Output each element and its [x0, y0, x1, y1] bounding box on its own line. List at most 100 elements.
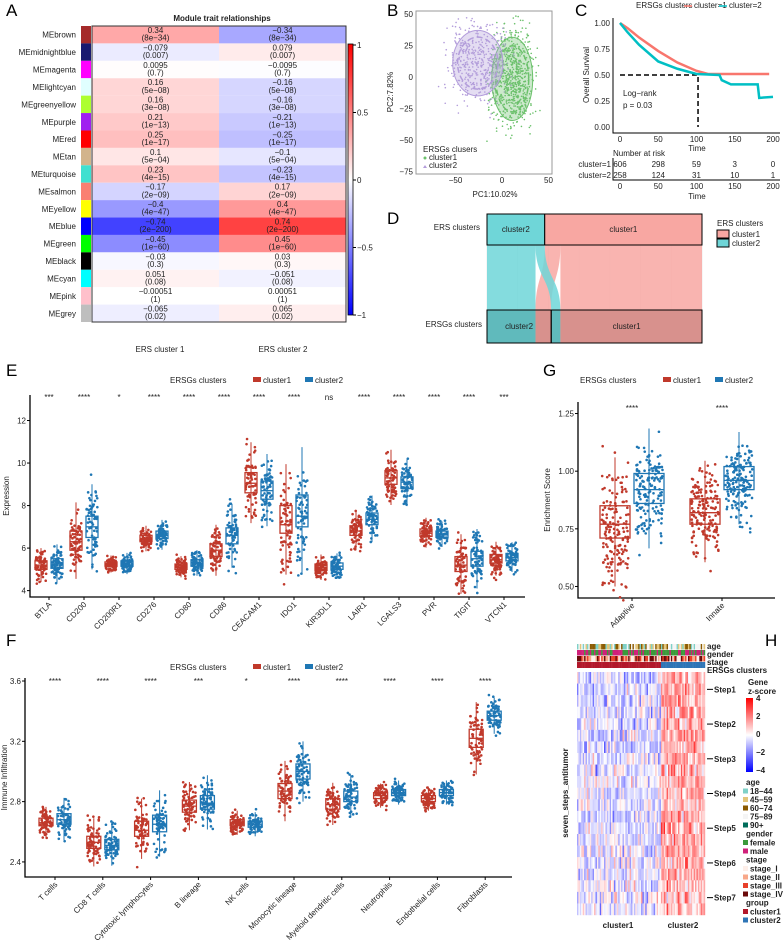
- data-point: [521, 27, 524, 29]
- data-point: [451, 51, 454, 54]
- data-point: [368, 509, 372, 512]
- data-point: [137, 821, 140, 825]
- x-tick-label: CD86: [208, 600, 229, 621]
- data-point: [436, 540, 440, 543]
- box-group-cluster2: [295, 447, 309, 577]
- x-label: ERS cluster 2: [259, 345, 308, 354]
- x-tick-label: 50: [654, 135, 663, 144]
- data-point: [155, 542, 159, 546]
- data-point: [507, 57, 510, 59]
- data-point: [298, 775, 301, 778]
- data-point: [505, 31, 508, 33]
- cell-correlation: −0.0095: [268, 61, 298, 70]
- x-tick-label: CD8 T cells: [72, 880, 107, 915]
- data-point: [517, 113, 520, 116]
- heatmap-title: Module trait relationships: [173, 14, 271, 23]
- data-point: [76, 556, 80, 559]
- data-point: [314, 556, 318, 559]
- risk-x-tick-label: 150: [728, 182, 742, 191]
- cell-correlation: 0.00051: [268, 287, 297, 296]
- risk-row-label: cluster=1: [578, 160, 611, 169]
- significance-label: ***: [44, 393, 53, 402]
- data-point: [192, 814, 195, 818]
- data-point: [513, 105, 515, 107]
- data-point: [263, 492, 266, 495]
- data-point: [303, 543, 307, 546]
- module-label: MEblack: [45, 257, 77, 266]
- data-point: [35, 582, 39, 585]
- data-point: [520, 125, 523, 128]
- module-label: MEgreen: [44, 240, 76, 249]
- data-point: [142, 545, 145, 549]
- data-point: [506, 38, 509, 41]
- cell-pvalue: (0.3): [147, 260, 164, 269]
- heatmap-cell: [219, 147, 346, 166]
- y-axis-label: PC2:7.82%: [386, 72, 395, 112]
- data-point: [245, 437, 249, 441]
- heatmap-cell: [92, 147, 219, 166]
- data-point: [516, 75, 519, 78]
- data-point: [307, 796, 311, 799]
- data-point: [511, 64, 513, 66]
- data-point: [419, 522, 423, 525]
- data-point: [261, 494, 265, 497]
- data-point: [96, 861, 99, 865]
- data-point: [444, 102, 447, 105]
- data-point: [523, 118, 526, 121]
- data-point: [515, 85, 518, 88]
- data-point: [506, 546, 509, 550]
- risk-value: 10: [730, 171, 739, 180]
- data-point: [483, 99, 486, 102]
- y-tick-label: 4: [22, 587, 27, 596]
- y-tick-label: 25: [404, 42, 413, 51]
- data-point: [512, 68, 515, 71]
- cell-correlation: 0.4: [277, 200, 289, 209]
- data-point: [296, 760, 299, 763]
- data-point: [190, 787, 193, 790]
- data-point: [399, 799, 403, 802]
- data-point: [503, 34, 506, 36]
- data-point: [298, 558, 302, 562]
- data-point: [519, 19, 522, 22]
- data-point: [94, 491, 98, 494]
- data-point: [297, 764, 301, 768]
- data-point: [38, 829, 42, 832]
- data-point: [200, 556, 203, 560]
- data-point: [268, 472, 271, 475]
- data-point: [279, 548, 282, 551]
- data-point: [498, 547, 502, 551]
- legend-item: cluster2: [725, 376, 754, 385]
- x-tick-label: PVR: [420, 600, 438, 618]
- y-tick-label: 50: [404, 10, 413, 19]
- data-point: [219, 557, 222, 560]
- data-point: [404, 501, 407, 505]
- data-point: [442, 800, 445, 803]
- data-point: [278, 805, 282, 809]
- data-point: [473, 25, 475, 28]
- data-point: [279, 541, 283, 544]
- cell-correlation: −0.23: [272, 165, 293, 174]
- module-color-swatch: [81, 234, 91, 253]
- data-point: [359, 520, 362, 524]
- data-point: [498, 53, 501, 56]
- legend-item: cluster1: [263, 663, 292, 672]
- y-tick-label: 1.25: [558, 410, 574, 419]
- risk-value: 0: [771, 160, 776, 169]
- data-point: [515, 15, 517, 17]
- heatmap-cell: [92, 26, 219, 44]
- data-point: [524, 93, 527, 96]
- significance-label: ****: [97, 677, 109, 686]
- data-point: [529, 113, 532, 115]
- data-point: [443, 519, 447, 522]
- data-point: [247, 477, 250, 480]
- significance-label: *: [117, 393, 120, 402]
- data-point: [182, 790, 186, 794]
- data-point: [527, 60, 530, 63]
- data-point: [104, 854, 108, 857]
- data-point: [512, 76, 515, 79]
- data-point: [375, 534, 379, 537]
- y-tick-label: 0.75: [594, 45, 610, 54]
- data-point: [514, 77, 517, 79]
- box-group-cluster1: [181, 780, 198, 833]
